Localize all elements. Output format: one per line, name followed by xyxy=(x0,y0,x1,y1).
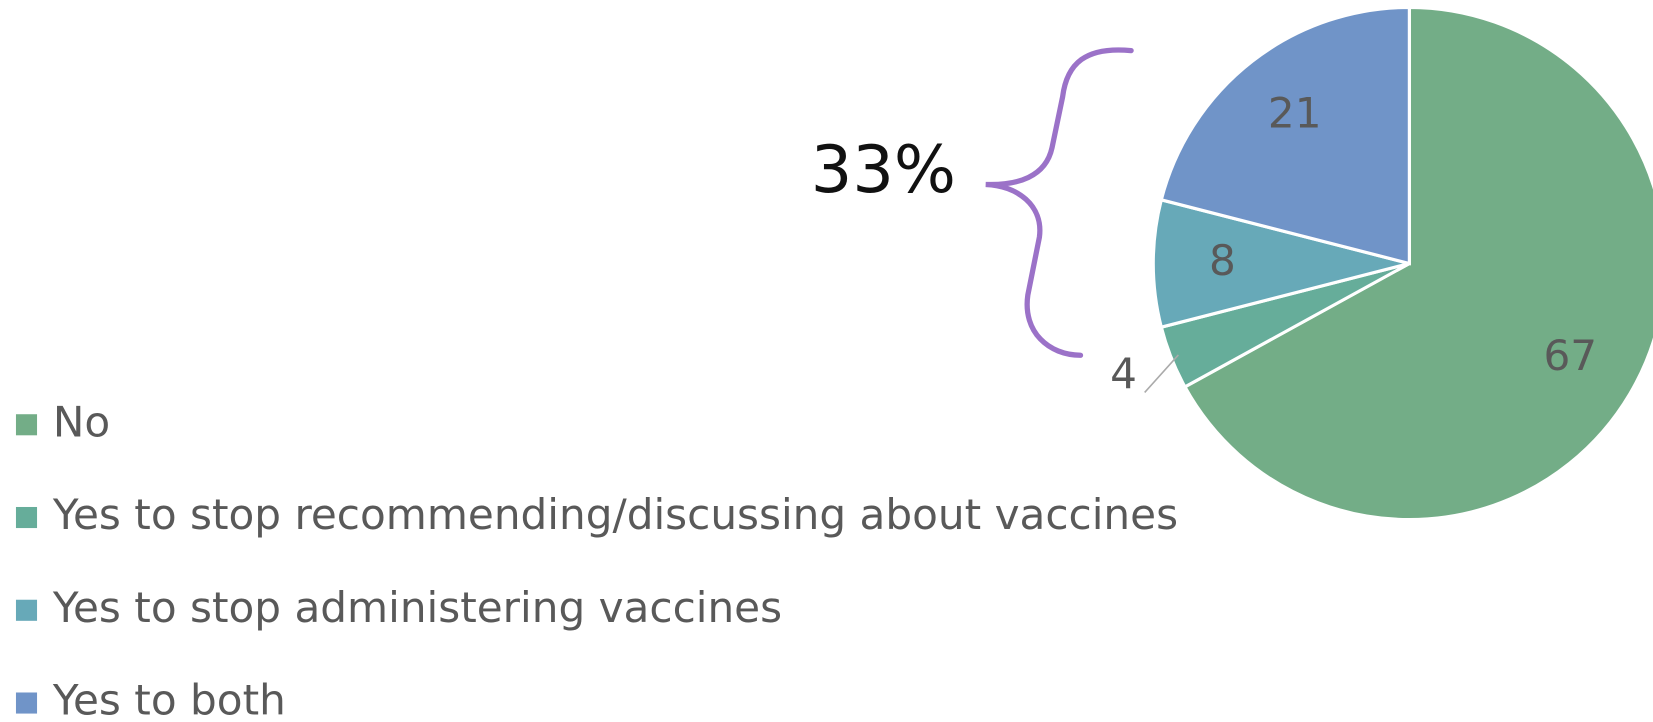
legend-swatch xyxy=(15,599,38,621)
pie-slice xyxy=(1182,5,1653,522)
legend-swatch xyxy=(15,692,38,714)
brace xyxy=(985,47,1134,358)
data-label: 8 xyxy=(1209,236,1236,285)
legend-swatch xyxy=(15,414,38,436)
legend-label: Yes to both xyxy=(52,676,286,722)
leader-line xyxy=(1144,354,1179,393)
data-label: 21 xyxy=(1268,88,1322,137)
legend-label: Yes to stop recommending/discussing abou… xyxy=(52,490,1178,539)
legend-swatch xyxy=(15,506,38,529)
annotation: 33% xyxy=(811,132,956,208)
data-label: 67 xyxy=(1543,331,1597,380)
pie-slice xyxy=(1151,197,1410,330)
legend-label: Yes to stop administering vaccines xyxy=(52,583,782,632)
legend-label: No xyxy=(53,397,110,446)
pie-slice xyxy=(1159,5,1411,266)
data-label: 4 xyxy=(1110,349,1137,398)
